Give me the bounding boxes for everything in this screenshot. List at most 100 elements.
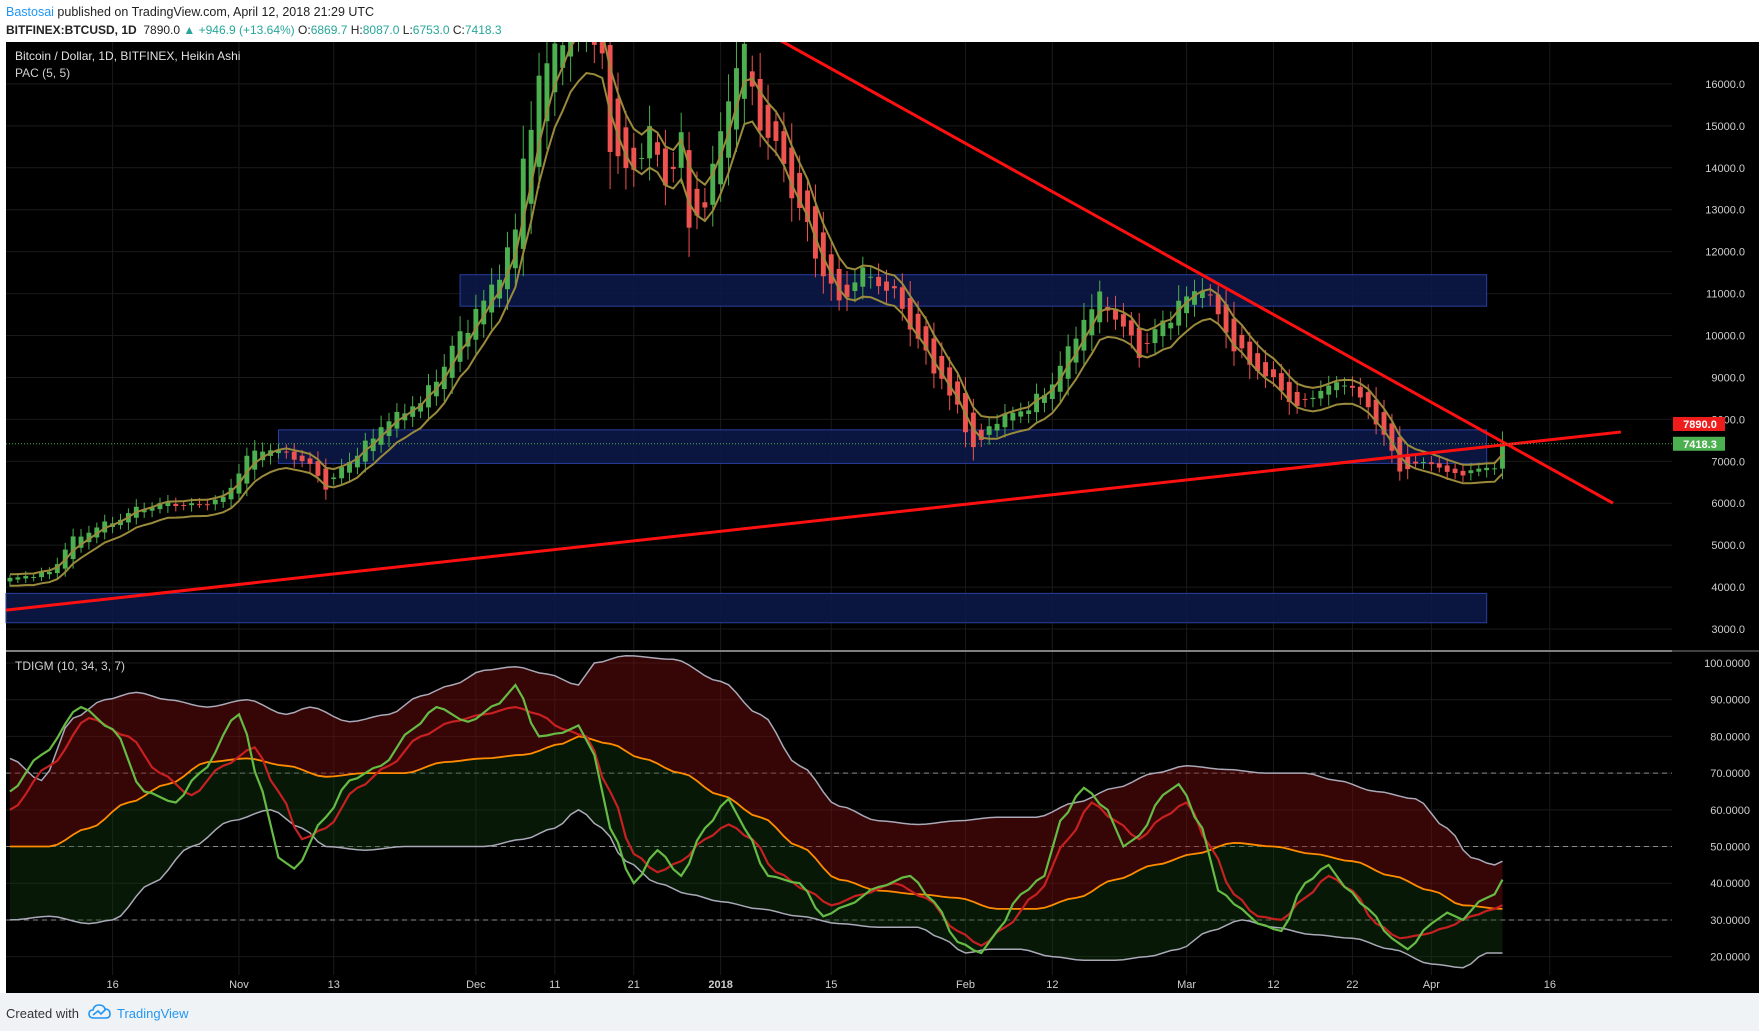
osc-series-upper-band [9, 654, 1503, 866]
bear-candle [1349, 385, 1355, 388]
pac-lower-line [9, 72, 1504, 587]
osc-series-lower-band [9, 808, 1503, 969]
bull-candle [1421, 462, 1426, 464]
bull-candle [252, 450, 258, 470]
bear-candle [923, 326, 929, 351]
bear-candle [323, 468, 329, 490]
bear-candle [1239, 334, 1245, 349]
bear-candle [1389, 423, 1395, 451]
bear-candle [1294, 391, 1300, 406]
bull-candle [986, 426, 992, 435]
bear-candle [1128, 320, 1134, 336]
bull-candle [86, 532, 92, 543]
bear-candle [694, 188, 700, 216]
bear-candle [662, 148, 668, 186]
bull-candle [726, 101, 732, 158]
bull-candle [7, 577, 13, 582]
created-with-text: Created with [6, 1006, 79, 1021]
bull-candle [457, 331, 463, 362]
bull-candle [497, 279, 503, 299]
bear-candle [670, 166, 676, 169]
bear-candle [907, 297, 913, 330]
bull-candle [544, 63, 550, 122]
bull-candle [505, 247, 510, 290]
bear-candle [591, 42, 597, 45]
bull-candle [1310, 397, 1316, 400]
bear-candle [1444, 465, 1450, 472]
bull-candle [868, 276, 874, 278]
bear-candle [899, 287, 905, 309]
publish-line: Bastosai published on TradingView.com, A… [6, 5, 374, 19]
bear-candle [631, 147, 637, 170]
bull-candle [678, 132, 684, 168]
oscillator-pane [6, 652, 1672, 975]
high-label: H: [350, 23, 363, 37]
osc-tick-label: 70.0000 [1710, 768, 1750, 780]
low-label: L: [402, 23, 413, 37]
bull-candle [244, 455, 250, 484]
bull-candle [15, 577, 21, 580]
bull-candle [70, 536, 76, 560]
bull-candle [54, 564, 60, 574]
bear-candle [1247, 341, 1253, 365]
bear-candle [884, 281, 889, 291]
tradingview-link[interactable]: TradingView [117, 1006, 189, 1021]
bull-candle [220, 496, 226, 502]
open-label: O: [298, 23, 311, 37]
bull-candle [102, 521, 108, 533]
bear-candle [1263, 362, 1269, 377]
bull-candle [1500, 443, 1505, 469]
time-tick-label: 11 [549, 979, 560, 991]
bull-candle [141, 509, 147, 513]
bear-candle [844, 284, 850, 298]
bull-candle [157, 502, 163, 510]
symbol-label: BITFINEX:BTCUSD, 1D [6, 23, 137, 37]
chart-canvas[interactable]: 3000.04000.05000.06000.07000.08000.09000… [0, 42, 1759, 993]
bear-candle [173, 503, 179, 507]
bear-candle [773, 121, 779, 141]
bear-candle [204, 504, 210, 506]
support-resistance-zone [459, 274, 1488, 307]
bull-candle [520, 158, 526, 249]
price-tick-label: 16000.0 [1705, 79, 1745, 91]
high-value: 8087.0 [362, 23, 400, 37]
bull-candle [1081, 319, 1087, 351]
bear-candle [615, 98, 621, 157]
bull-candle [339, 467, 345, 479]
price-pane [6, 42, 1672, 650]
osc-tick-label: 20.0000 [1710, 952, 1750, 964]
bear-candle [978, 429, 984, 440]
open-value: 6869.7 [310, 23, 348, 37]
tdigm-indicator-label: TDIGM (10, 34, 3, 7) [15, 659, 125, 673]
bear-candle [1405, 454, 1411, 470]
bull-candle [1168, 322, 1174, 329]
descending-trendline [780, 42, 1614, 505]
bear-candle [805, 190, 810, 223]
bear-candle [876, 276, 882, 287]
bull-candle [1018, 411, 1024, 417]
low-value: 6753.0 [412, 23, 450, 37]
bear-candle [686, 150, 692, 228]
bull-candle [852, 282, 858, 292]
bear-candle [181, 504, 187, 506]
bull-candle [1484, 467, 1490, 471]
bear-candle [812, 206, 818, 259]
bull-candle [1089, 309, 1095, 336]
last-price: 7890.0 [143, 23, 181, 37]
bull-candle [1176, 300, 1182, 326]
bear-candle [836, 268, 842, 301]
osc-tick-label: 40.0000 [1710, 878, 1750, 890]
footer: Created with TradingView [0, 993, 1759, 1031]
price-axis-labels: 3000.04000.05000.06000.07000.08000.09000… [1705, 79, 1745, 636]
osc-upper-fill [9, 655, 1503, 909]
bull-candle [1026, 410, 1032, 414]
bear-candle [1136, 327, 1142, 359]
tradingview-cloud-icon[interactable] [88, 1004, 112, 1023]
close-label: C: [452, 23, 465, 37]
bear-candle [315, 461, 321, 476]
bull-candle [331, 477, 337, 480]
bear-candle [1286, 381, 1292, 402]
osc-tick-label: 90.0000 [1710, 695, 1750, 707]
author-link[interactable]: Bastosai [6, 5, 54, 19]
bull-candle [994, 423, 1000, 431]
